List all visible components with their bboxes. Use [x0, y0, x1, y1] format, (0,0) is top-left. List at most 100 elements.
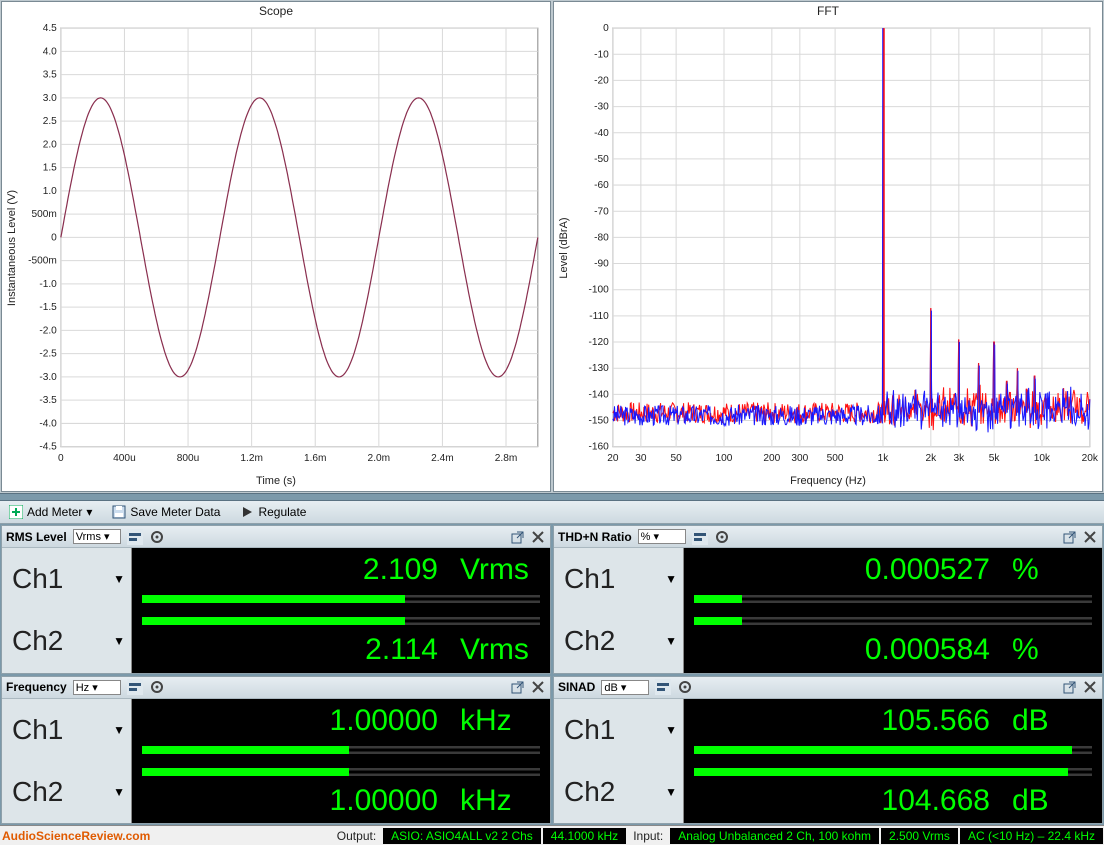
channel-label[interactable]: Ch2▼: [554, 761, 684, 823]
bargraph-mode-icon[interactable]: [127, 679, 143, 695]
channel-label[interactable]: Ch2▼: [554, 610, 684, 672]
close-icon[interactable]: [530, 679, 546, 695]
gear-icon[interactable]: [677, 679, 693, 695]
svg-text:3k: 3k: [953, 453, 965, 464]
meter-value: 0.000584: [865, 633, 990, 667]
output-device[interactable]: ASIO: ASIO4ALL v2 2 Chs: [383, 828, 541, 844]
svg-text:1k: 1k: [878, 453, 890, 464]
svg-text:-70: -70: [594, 206, 609, 217]
meter-title: SINAD: [558, 680, 595, 694]
rms-level-meter: RMS Level Vrms ▾ Ch1▼ 2.109Vrms: [1, 525, 551, 674]
svg-text:5k: 5k: [989, 453, 1001, 464]
frequency-meter: Frequency Hz ▾ Ch1▼ 1.00000kHz: [1, 676, 551, 825]
svg-text:800u: 800u: [177, 453, 200, 464]
dropdown-icon: ▾: [86, 505, 92, 519]
meter-value: 0.000527: [865, 553, 990, 587]
unit-select[interactable]: dB ▾: [601, 680, 649, 695]
unit-select[interactable]: % ▾: [638, 529, 686, 544]
channel-display: 1.00000kHz: [132, 699, 550, 761]
svg-text:300: 300: [791, 453, 808, 464]
splitter-horizontal[interactable]: [0, 493, 1104, 501]
scope-plot[interactable]: -4.5-4.0-3.5-3.0-2.5-2.0-1.5-1.0-500m050…: [2, 20, 550, 475]
svg-text:-160: -160: [589, 442, 610, 453]
bargraph-mode-icon[interactable]: [692, 529, 708, 545]
meter-header: Frequency Hz ▾: [2, 677, 550, 699]
save-meter-data-label: Save Meter Data: [130, 505, 220, 519]
chevron-down-icon: ▼: [113, 634, 125, 648]
unit-select[interactable]: Vrms ▾: [73, 529, 121, 544]
chevron-down-icon: ▼: [113, 785, 125, 799]
channel-display: 2.114Vrms: [132, 610, 550, 672]
popout-icon[interactable]: [1062, 529, 1078, 545]
svg-text:500: 500: [827, 453, 844, 464]
channel-label[interactable]: Ch1▼: [554, 699, 684, 761]
level-bar: [694, 617, 1092, 625]
regulate-label: Regulate: [258, 505, 306, 519]
close-icon[interactable]: [1082, 679, 1098, 695]
channel-display: 2.109 Vrms: [132, 548, 550, 610]
chevron-down-icon: ▼: [665, 634, 677, 648]
scope-title: Scope: [2, 2, 550, 20]
meter-unit: Vrms: [460, 553, 540, 587]
play-icon: [240, 505, 254, 519]
regulate-button[interactable]: Regulate: [235, 503, 311, 521]
channel-label[interactable]: Ch2▼: [2, 610, 132, 672]
channel-display: 105.566dB: [684, 699, 1102, 761]
chevron-down-icon: ▼: [665, 723, 677, 737]
level-bar: [142, 746, 540, 754]
svg-text:-60: -60: [594, 180, 609, 191]
svg-text:2k: 2k: [925, 453, 937, 464]
gear-icon[interactable]: [149, 679, 165, 695]
svg-text:200: 200: [763, 453, 780, 464]
level-bar: [694, 746, 1092, 754]
svg-text:4.0: 4.0: [43, 46, 57, 57]
channel-display: 0.000584%: [684, 610, 1102, 672]
popout-icon[interactable]: [510, 679, 526, 695]
sinad-meter: SINAD dB ▾ Ch1▼ 105.566dB: [553, 676, 1103, 825]
popout-icon[interactable]: [510, 529, 526, 545]
svg-text:-130: -130: [589, 363, 610, 374]
status-bar: AudioScienceReview.com Output: ASIO: ASI…: [0, 825, 1104, 845]
svg-text:100: 100: [716, 453, 733, 464]
fft-title: FFT: [554, 2, 1102, 20]
meter-title: THD+N Ratio: [558, 530, 632, 544]
popout-icon[interactable]: [1062, 679, 1078, 695]
thdn-ratio-meter: THD+N Ratio % ▾ Ch1▼ 0.000527%: [553, 525, 1103, 674]
unit-select[interactable]: Hz ▾: [73, 680, 121, 695]
input-device[interactable]: Analog Unbalanced 2 Ch, 100 kohm: [670, 828, 879, 844]
input-level[interactable]: 2.500 Vrms: [881, 828, 958, 844]
level-bar: [142, 617, 540, 625]
input-bandwidth[interactable]: AC (<10 Hz) – 22.4 kHz: [960, 828, 1103, 844]
meter-unit: %: [1012, 553, 1092, 587]
meter-value: 1.00000: [330, 704, 438, 738]
svg-text:1.6m: 1.6m: [304, 453, 327, 464]
svg-text:20: 20: [607, 453, 619, 464]
output-rate[interactable]: 44.1000 kHz: [543, 828, 626, 844]
channel-label[interactable]: Ch2▼: [2, 761, 132, 823]
channel-label[interactable]: Ch1▼: [2, 548, 132, 610]
gear-icon[interactable]: [149, 529, 165, 545]
scope-panel: Scope Instantaneous Level (V) Topping D1…: [1, 1, 551, 492]
channel-label[interactable]: Ch1▼: [554, 548, 684, 610]
meter-header: THD+N Ratio % ▾: [554, 526, 1102, 548]
save-meter-data-button[interactable]: Save Meter Data: [107, 503, 225, 521]
svg-text:50: 50: [670, 453, 682, 464]
svg-text:3.5: 3.5: [43, 70, 57, 81]
svg-text:2.8m: 2.8m: [495, 453, 518, 464]
bargraph-mode-icon[interactable]: [655, 679, 671, 695]
meter-value: 2.109: [363, 553, 438, 587]
meter-unit: kHz: [460, 784, 540, 818]
close-icon[interactable]: [1082, 529, 1098, 545]
svg-text:30: 30: [635, 453, 647, 464]
bargraph-mode-icon[interactable]: [127, 529, 143, 545]
channel-label[interactable]: Ch1▼: [2, 699, 132, 761]
scope-xlabel: Time (s): [2, 475, 550, 491]
svg-text:-20: -20: [594, 75, 609, 86]
svg-text:-110: -110: [589, 311, 609, 322]
gear-icon[interactable]: [714, 529, 730, 545]
close-icon[interactable]: [530, 529, 546, 545]
fft-plot[interactable]: 0-10-20-30-40-50-60-70-80-90-100-110-120…: [554, 20, 1102, 475]
svg-text:-150: -150: [589, 416, 610, 427]
add-meter-button[interactable]: Add Meter ▾: [4, 503, 97, 521]
level-bar: [694, 595, 1092, 603]
